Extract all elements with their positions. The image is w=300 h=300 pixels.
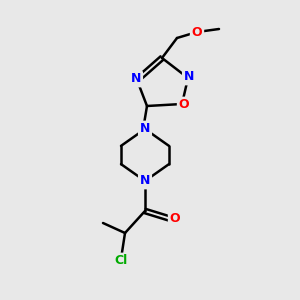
Text: N: N bbox=[140, 122, 150, 136]
Text: N: N bbox=[131, 73, 141, 85]
Text: O: O bbox=[192, 26, 202, 38]
Text: O: O bbox=[170, 212, 180, 226]
Text: Cl: Cl bbox=[114, 254, 128, 268]
Text: O: O bbox=[179, 98, 189, 112]
Text: N: N bbox=[140, 175, 150, 188]
Text: N: N bbox=[184, 70, 194, 83]
